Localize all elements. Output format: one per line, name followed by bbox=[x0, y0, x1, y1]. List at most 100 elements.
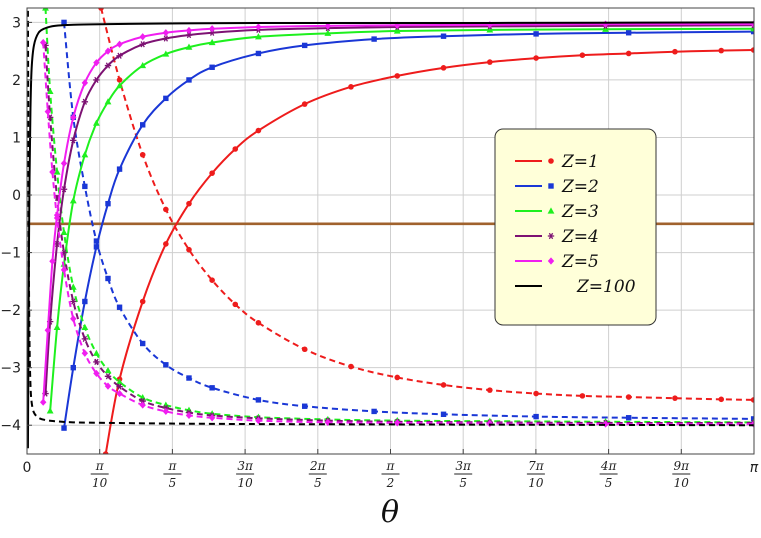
series-4-dashed-point bbox=[44, 107, 52, 116]
x-tick-numerator: 7π bbox=[528, 459, 545, 473]
series-3-solid-point bbox=[185, 31, 193, 39]
series-1-solid-point bbox=[209, 64, 215, 70]
series-1-solid-point bbox=[93, 244, 100, 250]
series-0-solid-point bbox=[209, 170, 215, 176]
series-1-solid-point bbox=[140, 122, 146, 128]
series-1-solid-curve bbox=[63, 30, 754, 429]
series-1-dashed-point bbox=[209, 385, 215, 391]
legend-marker bbox=[547, 207, 555, 214]
legend-entry: Z=100 bbox=[515, 277, 636, 297]
legend-label: Z=2 bbox=[561, 177, 599, 197]
series-1-solid-point bbox=[163, 95, 169, 102]
series-3-solid-point bbox=[162, 35, 170, 42]
x-tick-numerator: π bbox=[95, 459, 105, 473]
series-4 bbox=[39, 20, 754, 428]
series-2-dashed-point bbox=[46, 87, 54, 95]
series-0-solid-point bbox=[718, 47, 725, 54]
legend-entry: Z=1 bbox=[515, 152, 599, 172]
series-0-dashed-point bbox=[625, 394, 632, 400]
series-1-dashed-point bbox=[116, 304, 123, 310]
series-4-dashed-point bbox=[185, 411, 193, 420]
series-1-solid-point bbox=[70, 364, 76, 371]
series-4-dashed-point bbox=[394, 419, 401, 427]
x-tick-denominator: 2 bbox=[386, 476, 395, 490]
x-tick-denominator: 5 bbox=[169, 476, 177, 490]
series-3-solid-point bbox=[116, 52, 123, 59]
series-4-dashed-point bbox=[39, 38, 47, 47]
series-0-dashed-point bbox=[139, 151, 146, 158]
legend-box bbox=[494, 128, 657, 326]
series-0-dashed-point bbox=[116, 77, 123, 83]
x-tick-numerator: 9π bbox=[674, 459, 691, 473]
series-4-dashed-point bbox=[255, 417, 262, 425]
x-tick-fraction: 3π5 bbox=[454, 459, 473, 490]
series-3-solid-point bbox=[81, 98, 89, 105]
series-0-solid-point bbox=[163, 241, 169, 247]
series-2-dashed-point bbox=[93, 349, 100, 356]
y-tick-label: −2 bbox=[0, 303, 21, 319]
series-2-dashed-point bbox=[116, 378, 123, 385]
x-tick-denominator: 10 bbox=[92, 476, 108, 490]
series-0-solid-point bbox=[579, 52, 586, 58]
series-2-solid-point bbox=[185, 43, 193, 50]
series-4-dashed-point bbox=[81, 349, 89, 357]
series-0-dashed-point bbox=[718, 396, 725, 403]
series-1-dashed-curve bbox=[63, 22, 754, 420]
series-0-dashed-point bbox=[394, 374, 401, 381]
series-4-solid-point bbox=[104, 47, 112, 55]
series-4-dashed-point bbox=[70, 315, 77, 323]
series-0-solid-point bbox=[440, 65, 447, 71]
series-4-solid-point bbox=[208, 25, 216, 33]
series-1-solid-point bbox=[533, 31, 539, 37]
series-4-solid-point bbox=[49, 257, 56, 265]
series-3-dashed-point bbox=[70, 298, 77, 305]
y-tick-label: 1 bbox=[12, 130, 21, 146]
series-1-dashed-point bbox=[371, 408, 377, 415]
series-2-solid-point bbox=[208, 38, 216, 46]
series-3-solid-point bbox=[93, 76, 100, 84]
x-tick-denominator: 5 bbox=[314, 476, 322, 490]
x-tick-numerator: 2π bbox=[309, 459, 327, 473]
series-2-solid-point bbox=[69, 197, 77, 204]
series-2-solid-point bbox=[393, 27, 401, 34]
x-tick-numerator: 3π bbox=[237, 459, 254, 473]
x-tick-numerator: 4π bbox=[600, 459, 618, 473]
series-1-solid-point bbox=[82, 298, 88, 305]
series-4-dashed-point bbox=[139, 401, 146, 409]
series-4-solid-point bbox=[255, 23, 262, 31]
grid bbox=[26, 8, 755, 454]
x-tick-fraction: 2π5 bbox=[308, 459, 327, 490]
y-tick-label: −4 bbox=[0, 418, 21, 434]
series-1-dashed-point bbox=[533, 413, 539, 420]
series-4-dashed-point bbox=[208, 414, 216, 422]
series-4-dashed-point bbox=[49, 168, 56, 176]
series-2-dashed-point bbox=[42, 8, 49, 11]
series-4-dashed-point bbox=[93, 369, 100, 378]
y-tick-label: −3 bbox=[0, 361, 21, 377]
series-4-dashed-point bbox=[60, 266, 68, 274]
series-1-dashed-point bbox=[93, 238, 100, 244]
series-0-solid-point bbox=[232, 146, 239, 152]
legend-entry: Z=5 bbox=[515, 252, 599, 272]
legend-marker bbox=[547, 232, 555, 240]
x-tick-denominator: 10 bbox=[674, 476, 690, 490]
series-2-solid-point bbox=[81, 151, 89, 158]
series-4-solid-point bbox=[162, 29, 170, 37]
x-tick-fraction: π5 bbox=[163, 459, 182, 490]
series-2-dashed-point bbox=[104, 366, 112, 374]
series-0-solid-point bbox=[750, 47, 754, 53]
x-tick-fraction: 4π5 bbox=[599, 459, 618, 490]
series-2-dashed-point bbox=[69, 283, 77, 290]
series-4-solid-point bbox=[39, 398, 47, 406]
x-tick-denominator: 10 bbox=[237, 476, 253, 490]
series-2-solid-point bbox=[53, 323, 61, 330]
series-0-solid-point bbox=[533, 55, 539, 61]
plot-frame bbox=[26, 7, 755, 455]
series-1-dashed-point bbox=[105, 275, 111, 282]
x-tick-denominator: 5 bbox=[459, 476, 467, 490]
series-0 bbox=[98, 8, 754, 454]
series-1-solid-point bbox=[440, 33, 447, 39]
series-0-dashed-point bbox=[487, 387, 493, 393]
series-1-solid-point bbox=[371, 36, 377, 42]
